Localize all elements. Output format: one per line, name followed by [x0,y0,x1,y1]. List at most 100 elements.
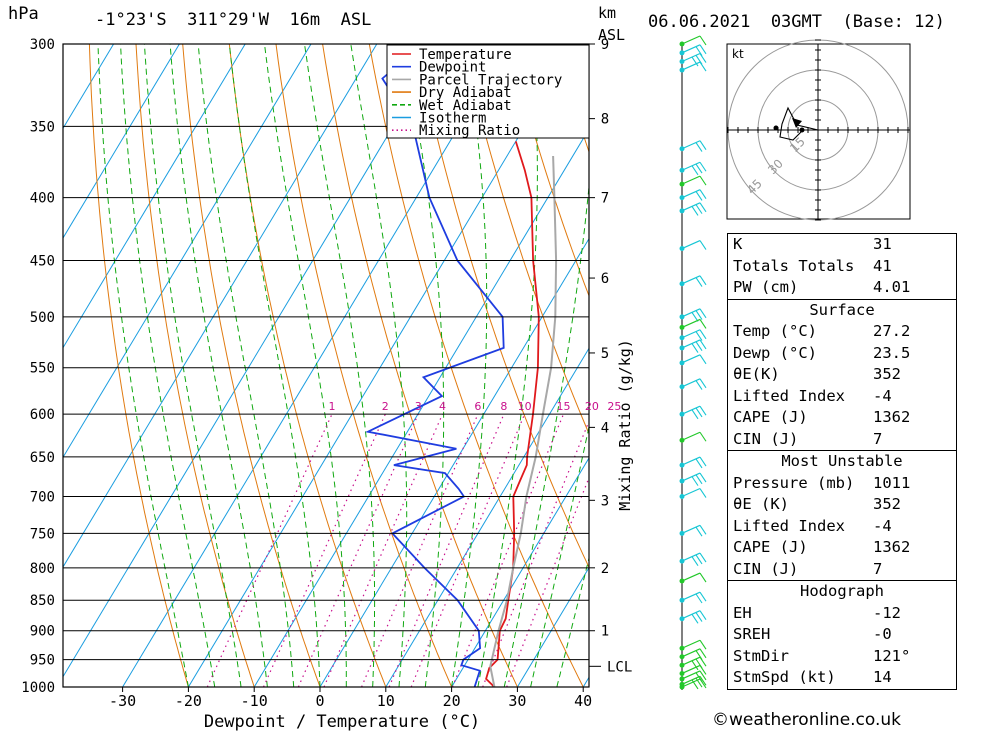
copyright-footer[interactable]: ©weatheronline.co.uk [712,710,902,730]
sfc-cin-value: 7 [873,429,883,448]
surface-title: Surface [809,300,875,319]
km-tick-label: 9 [601,37,609,53]
wet-adiabat-line [350,44,408,687]
sfc-li-label: Lifted Index [733,386,845,405]
mixing-ratio-label: 8 [500,400,507,413]
sfc-cin-row: CIN (J) 7 [728,429,956,451]
dry-adiabat-line [508,44,589,298]
x-tick-label: 30 [508,692,526,710]
wind-barb-flag [699,525,707,535]
sfc-temp-row: Temp (°C) 27.2 [728,321,956,343]
wind-barb-flag [695,277,703,287]
mu-cin-row: CIN (J) 7 [728,559,956,581]
km-tick-label: 3 [601,493,609,509]
legend-item-label: Wet Adiabat [419,98,512,114]
k-index-row: K 31 [728,234,956,256]
wind-barb-flag [695,677,703,688]
stmdir-value: 121° [873,646,911,665]
wind-barb-flag [699,670,707,681]
wind-barb-flag [699,378,707,389]
sfc-temp-value: 27.2 [873,322,911,340]
dry-adiabat-line [322,44,518,687]
storm-motion-arrow [792,118,802,128]
km-tick-label: 2 [601,561,609,577]
km-tick-label: 7 [601,191,609,207]
isotherm-line [63,44,378,568]
legend-item-label: Temperature [419,47,512,63]
wind-barb-flag [699,610,707,621]
km-tick-label: 8 [601,112,609,128]
totals-totals-label: Totals Totals [733,256,855,275]
pressure-unit-label: hPa [8,4,39,24]
wind-barb-flag [695,554,703,565]
legend-item-label: Dewpoint [419,60,486,76]
wind-barb-flag [699,61,707,72]
most-unstable-section: Most Unstable Pressure (mb) 1011 θE (K) 35… [728,450,956,580]
mixing-ratio-line [482,419,589,687]
pressure-tick-label: 750 [30,526,55,542]
wind-barb-flag [695,526,703,537]
wind-barb-shaft [681,678,701,688]
indices-table: K 31 Totals Totals 41 PW (cm) 4.01 Surface … [727,233,957,690]
mu-thetae-row: θE (K) 352 [728,494,956,516]
km-tick-label: 4 [601,420,609,436]
isotherm-line [122,44,509,687]
sfc-cape-value: 1362 [873,408,911,426]
wind-barb-flag [699,488,707,498]
wind-barb-flag [695,142,703,152]
totals-totals-value: 41 [873,256,892,275]
wind-barb-flag [691,343,699,353]
sfc-temp-label: Temp (°C) [733,322,817,340]
wind-barb-flag [695,474,703,485]
mixing-ratio-label: 4 [439,400,446,413]
wind-barb-flag [699,339,707,350]
legend-item-label: Parcel Trajectory [419,72,562,88]
wind-barb-flag [699,665,707,675]
wind-barb-shaft [681,175,701,185]
wind-barb-flag [699,140,707,151]
eh-row: EH -12 [728,603,956,625]
wind-barb-flag [695,407,703,418]
mixing-ratio-label: 1 [329,400,336,413]
wind-barb-flag [695,612,703,622]
x-tick-label: 40 [574,692,592,710]
mu-thetae-value: 352 [873,495,901,513]
mixing-ratio-line [206,413,333,687]
wind-barb-flag [699,53,707,63]
wind-barb-shaft [681,431,701,441]
wind-barb-shaft [681,675,701,685]
wind-barb-flag [691,556,699,567]
wind-barb-shaft [681,552,701,562]
wind-barb-shaft [681,161,701,171]
eh-label: EH [733,603,752,622]
isotherm-line [385,347,589,687]
wind-barb-flag [691,679,699,690]
asl-unit-label: ASL [598,26,626,44]
wind-barb-flag [691,206,699,216]
totals-totals-row: Totals Totals 41 [728,256,956,278]
sfc-cin-label: CIN (J) [733,429,799,448]
isotherm-line [63,44,246,349]
isotherm-line [253,128,589,687]
dry-adiabat-line [182,44,321,687]
pressure-tick-label: 700 [30,490,55,506]
wind-barb-shaft [681,639,701,649]
pressure-tick-label: 550 [30,361,55,377]
sreh-value: -0 [873,625,892,643]
wind-barb-shaft [681,202,701,212]
km-tick-label: 1 [601,624,609,640]
mixing-ratio-line [323,413,444,687]
sfc-li-row: Lifted Index -4 [728,386,956,408]
location-title: -1°23'S 311°29'W 16m ASL [95,10,372,30]
stmspd-value: 14 [873,668,892,686]
sfc-thetae-label: θE(K) [733,365,780,383]
mu-pressure-row: Pressure (mb) 1011 [728,473,956,495]
legend-box [386,44,590,139]
wind-barb-shaft [681,648,701,658]
wind-barb-flag [691,56,699,67]
dry-adiabat-line [275,44,453,687]
mixing-ratio-line [297,413,419,687]
